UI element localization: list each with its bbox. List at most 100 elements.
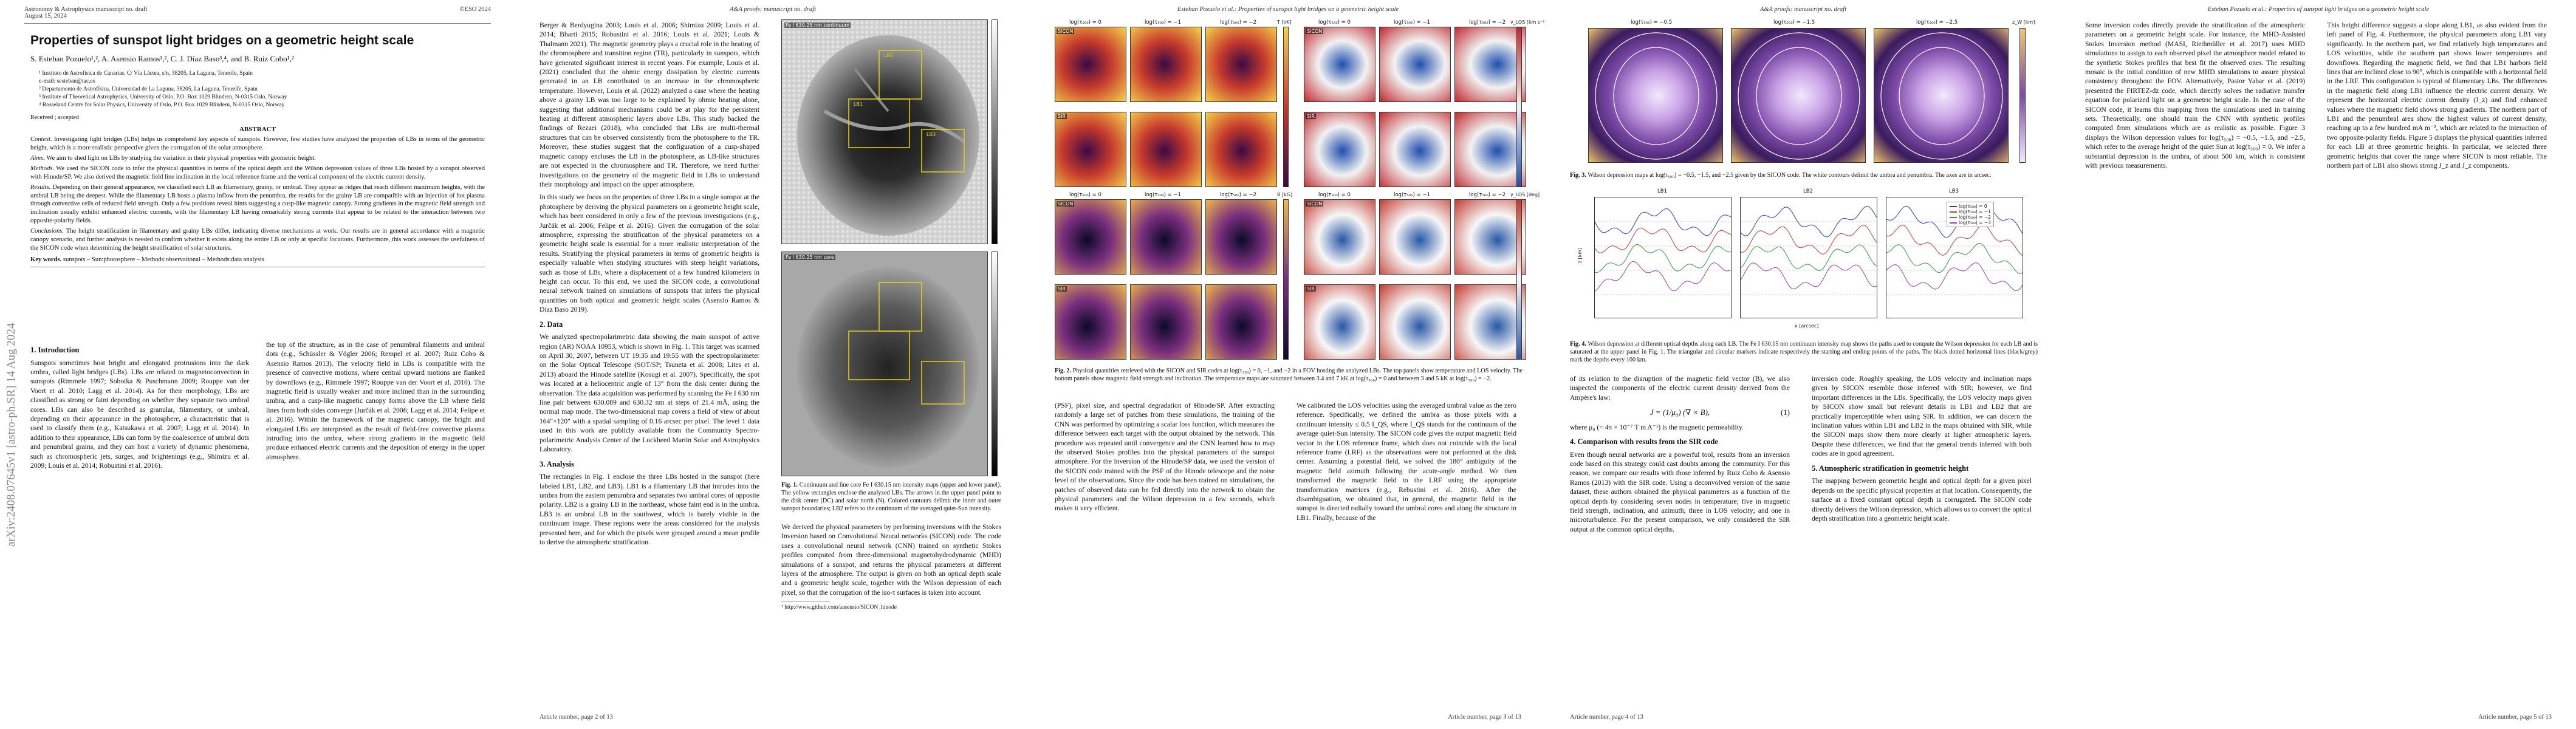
- running-head: A&A proofs: manuscript no. draft: [1759, 6, 1847, 13]
- page-1-header: Astronomy & Astrophysics manuscript no. …: [24, 6, 491, 19]
- fig2-panel-title: log(τ₅₀₀) = 0: [1069, 192, 1101, 198]
- fig2-map-panel[interactable]: [1304, 112, 1375, 187]
- fig4-caption-label: Fig. 4.: [1570, 341, 1586, 347]
- fig2-map-panel[interactable]: [1205, 27, 1277, 102]
- fig2-colorbar-label: B [kG]: [1277, 192, 1293, 197]
- fig2-colorbar: [1283, 199, 1289, 360]
- fig2-map-panel[interactable]: [1205, 284, 1277, 360]
- keywords-text: sunspots – Sun:photosphere – Methods:obs…: [63, 256, 264, 264]
- fig2-colorbar: [1283, 27, 1289, 187]
- legend-label: log(τ₅₀₀) = −1: [1959, 209, 1991, 214]
- fig2-map-panel[interactable]: [1205, 112, 1277, 187]
- fig3-panel-title: log(τ₅₀₀) = −1.5: [1773, 19, 1815, 26]
- fig1-continuum-image: [782, 20, 987, 244]
- fig2-map-panel[interactable]: [1055, 27, 1126, 102]
- fig3-map-panel[interactable]: [1874, 28, 2009, 163]
- fig2-map-panel[interactable]: [1304, 284, 1375, 360]
- intro-column-left: 1. Introduction Sunspots sometimes host …: [30, 340, 249, 474]
- page-5-column-2: This height difference suggests a slope …: [2327, 21, 2547, 174]
- fig1-continuum-panel[interactable]: Fe I 630.25 nm continuum LB1 LB2 LB3: [781, 19, 988, 244]
- abstract-section-text: The height stratification in filamentary…: [30, 228, 485, 252]
- fig2-map-panel[interactable]: [1454, 284, 1526, 360]
- fig4-caption: Fig. 4. Wilson depression at different o…: [1570, 340, 2038, 364]
- fig2-panel-title: log(τ₅₀₀) = −1: [1394, 19, 1430, 26]
- legend-label: log(τ₅₀₀) = −3: [1959, 220, 1991, 225]
- footnote[interactable]: ¹ http://www.github.com/aasensio/SICON_h…: [781, 604, 897, 611]
- fig2-panel-title: log(τ₅₀₀) = −2: [1469, 19, 1506, 26]
- lb3-box: [921, 129, 965, 173]
- fig2-row-label: SICON: [1057, 201, 1075, 207]
- fig1-core-panel[interactable]: Fe I 630.25 nm core: [781, 252, 988, 476]
- fig1-core-image: [782, 252, 987, 476]
- fig1-caption-text: Continuum and line core Fe I 630.15 nm i…: [781, 482, 1001, 513]
- fig3-colorbar: [2019, 28, 2026, 163]
- fig4-legend-entry: log(τ₅₀₀) = −3: [1950, 220, 1991, 225]
- fig3-map-panel[interactable]: [1588, 28, 1723, 163]
- date-line: August 15, 2024: [24, 13, 67, 19]
- fig2-map-panel[interactable]: [1205, 199, 1277, 275]
- fig4-panel-title: LB1: [1657, 188, 1667, 194]
- fig4-profile-panel[interactable]: [1740, 197, 1877, 318]
- equation-1: J = (1/μ₀) (∇ × B), (1): [1570, 407, 1790, 417]
- fig2-row-label: SIR: [1057, 286, 1067, 292]
- fig2-map-panel[interactable]: [1055, 199, 1126, 275]
- paper-title: Properties of sunspot light bridges on a…: [30, 33, 414, 47]
- fig2-map-panel[interactable]: [1130, 199, 1202, 275]
- page-4-footer: Article number, page 4 of 13: [1570, 714, 1643, 720]
- fig1-top-label: Fe I 630.25 nm continuum: [784, 22, 851, 28]
- page-2-footer: Article number, page 2 of 13: [540, 714, 613, 720]
- fig4-legend-entry: log(τ₅₀₀) = −1: [1950, 209, 1991, 214]
- lb2-label: LB2: [884, 53, 894, 58]
- fig2-row-label: SICON: [1057, 29, 1075, 34]
- fig4-panel-title: LB2: [1803, 188, 1813, 194]
- fig2-map-panel[interactable]: [1454, 27, 1526, 102]
- fig2-colorbar: [1516, 27, 1522, 187]
- sec4-paragraph: Even though neural networks are a powerf…: [1570, 450, 1790, 533]
- lb2-box: [879, 50, 922, 100]
- fig2-map-panel[interactable]: [1454, 199, 1526, 275]
- p3-col1-para: (PSF), pixel size, and spectral degradat…: [1055, 402, 1275, 513]
- fig2-map-panel[interactable]: [1304, 199, 1375, 275]
- abstract-section: Context. Investigating light bridges (LB…: [30, 135, 485, 152]
- affiliation-line: ² Departamento de Astrofísica, Universid…: [39, 85, 258, 92]
- fig4-profile-panel[interactable]: [1594, 197, 1732, 318]
- fig1-caption-label: Fig. 1.: [781, 482, 798, 488]
- fig2-map-panel[interactable]: [1379, 112, 1451, 187]
- fig4-xlabel: x [arcsec]: [1795, 323, 1819, 329]
- fig2-map-panel[interactable]: [1055, 112, 1126, 187]
- fig2-map-panel[interactable]: [1454, 112, 1526, 187]
- fig2-row-label: SIR: [1306, 114, 1316, 119]
- fig2-panel-title: log(τ₅₀₀) = −1: [1145, 192, 1181, 198]
- fig2-map-panel[interactable]: [1130, 27, 1202, 102]
- fig3-map-panel[interactable]: [1731, 28, 1866, 163]
- fig2-map-panel[interactable]: [1055, 284, 1126, 360]
- fig2-caption-text: Physical quantities retrieved with the S…: [1055, 368, 1523, 383]
- fig3-contours: [1595, 32, 1718, 160]
- fig2-map-panel[interactable]: [1379, 284, 1451, 360]
- fig2-map-panel[interactable]: [1379, 27, 1451, 102]
- fig2-panel-title: log(τ₅₀₀) = −2: [1469, 192, 1506, 198]
- p2-col2-para: We derived the physical parameters by pe…: [781, 523, 1001, 597]
- affiliation-line: ¹ Instituto de Astrofísica de Canarias, …: [39, 70, 253, 77]
- fig2-map-panel[interactable]: [1130, 112, 1202, 187]
- fig2-map-panel[interactable]: [1379, 199, 1451, 275]
- intro-column-right: the top of the structure, as in the case…: [266, 340, 485, 465]
- abstract-section-label: Methods.: [30, 165, 55, 172]
- p4-eq-note: where μ₀ (= 4π × 10⁻⁷ T m A⁻¹) is the ma…: [1570, 423, 1744, 431]
- arxiv-stamp[interactable]: arXiv:2408.07645v1 [astro-ph.SR] 14 Aug …: [2, 207, 18, 547]
- fig1-bottom-label: Fe I 630.25 nm core: [784, 255, 835, 260]
- fig2-row-label: SICON: [1306, 201, 1324, 207]
- fig2-map-panel[interactable]: [1304, 27, 1375, 102]
- fig1-caption: Fig. 1. Continuum and line core Fe I 630…: [781, 481, 1001, 513]
- fig2-map-panel[interactable]: [1130, 284, 1202, 360]
- fig4-caption-text: Wilson depression at different optical d…: [1570, 341, 2038, 364]
- abstract-section-label: Aims.: [30, 154, 45, 162]
- p2-para-1: Berger & Berdyugina 2003; Louis et al. 2…: [540, 21, 759, 188]
- equation-text: J = (1/μ₀) (∇ × B),: [1649, 408, 1710, 417]
- fig2-panel-title: log(τ₅₀₀) = −1: [1394, 192, 1430, 198]
- legend-swatch: [1950, 222, 1957, 224]
- fig2-panel-title: log(τ₅₀₀) = 0: [1069, 19, 1101, 26]
- abstract-section-text: We used the SICON code to infer the phys…: [30, 165, 485, 180]
- keywords: Key words. sunspots – Sun:photosphere – …: [30, 256, 485, 263]
- intro-paragraph-1: Sunspots sometimes host bright and elong…: [30, 358, 249, 470]
